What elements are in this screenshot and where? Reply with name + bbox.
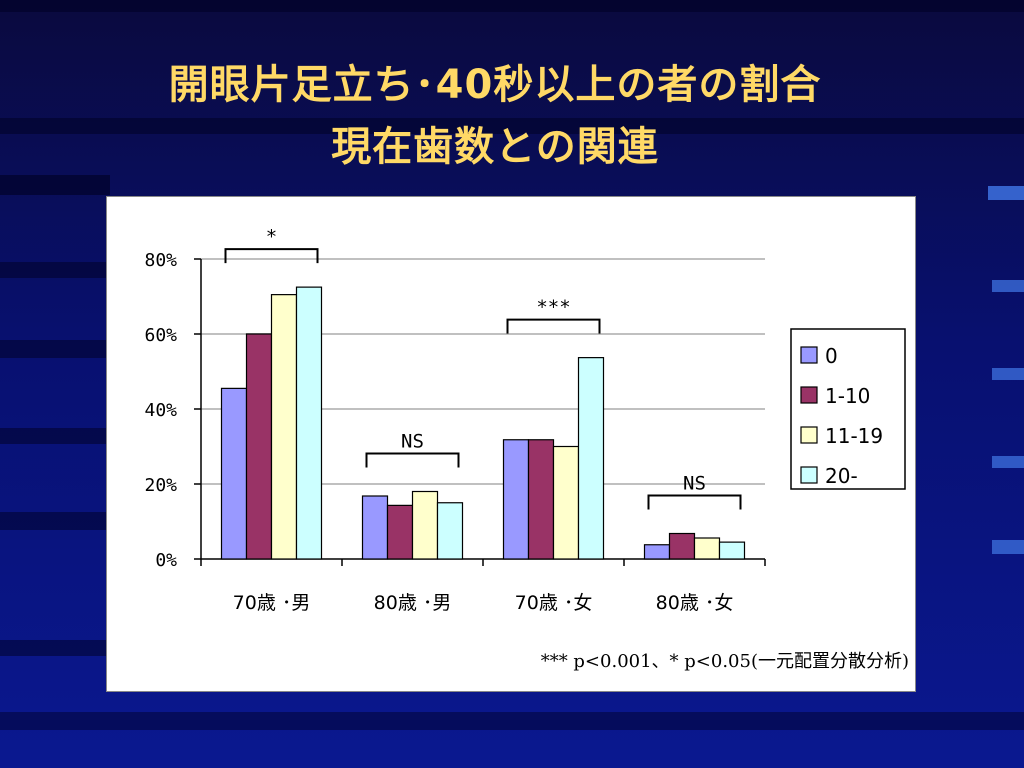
slide-title-line1: 開眼片足立ち･40秒以上の者の割合 xyxy=(168,62,822,108)
x-category-label: 70歳 ･男 xyxy=(233,592,311,614)
legend-swatch xyxy=(800,426,818,444)
significance-label: *** xyxy=(536,297,570,319)
significance-label: NS xyxy=(683,473,706,495)
bar-20- xyxy=(436,502,464,560)
significance-label: * xyxy=(266,226,277,248)
legend-label: 0 xyxy=(825,344,838,368)
chart-footnote: *** p<0.001、* p<0.05(一元配置分散分析) xyxy=(540,651,909,672)
legend-label: 11-19 xyxy=(825,424,883,448)
x-category-label: 80歳 ･女 xyxy=(656,592,734,614)
significance-bracket xyxy=(365,452,460,468)
bar-0 xyxy=(502,439,530,560)
bar-11-19 xyxy=(552,445,580,560)
bar-0 xyxy=(361,495,389,560)
x-category-label: 70歳 ･女 xyxy=(515,592,593,614)
significance-label: NS xyxy=(401,431,424,453)
y-tick-label: 0% xyxy=(155,550,177,571)
legend-swatch xyxy=(800,466,818,484)
bar-0 xyxy=(643,544,671,560)
bar-1-10 xyxy=(386,504,414,560)
bar-11-19 xyxy=(693,537,721,560)
slide-title-line2: 現在歯数との関連 xyxy=(331,124,659,170)
x-category-label: 80歳 ･男 xyxy=(374,592,452,614)
legend-swatch xyxy=(800,346,818,364)
significance-bracket xyxy=(647,494,742,510)
bar-chart: 0% 20% 40% 60% 80% 70歳 ･男 * 80歳 ･男 NS 70歳 ･女 *** 80… xyxy=(144,226,906,614)
y-tick-label: 20% xyxy=(144,475,177,496)
bar-1-10 xyxy=(245,333,273,560)
bar-11-19 xyxy=(270,294,298,560)
bar-20- xyxy=(718,541,746,560)
bar-20- xyxy=(295,286,323,560)
y-tick-label: 40% xyxy=(144,400,177,421)
bar-1-10 xyxy=(527,439,555,560)
bar-0 xyxy=(220,387,248,560)
significance-bracket xyxy=(506,318,601,334)
chart-panel: 0% 20% 40% 60% 80% 70歳 ･男 * 80歳 ･男 NS 70歳 ･女 *** 80… xyxy=(106,196,916,692)
legend-label: 1-10 xyxy=(825,384,870,408)
bar-20- xyxy=(577,357,605,560)
significance-bracket xyxy=(224,248,319,264)
y-tick-label: 60% xyxy=(144,325,177,346)
legend-swatch xyxy=(800,386,818,404)
bar-1-10 xyxy=(668,532,696,560)
y-tick-label: 80% xyxy=(144,250,177,271)
bar-11-19 xyxy=(411,490,439,560)
legend-label: 20- xyxy=(825,464,858,488)
